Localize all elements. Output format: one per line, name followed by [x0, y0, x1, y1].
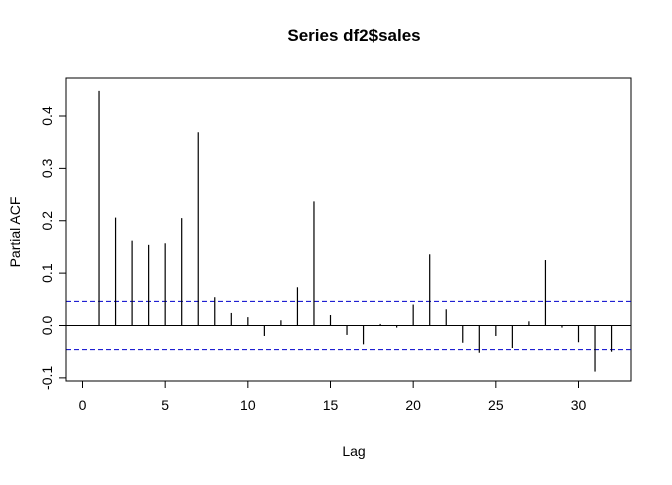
chart-title: Series df2$sales	[287, 26, 420, 45]
x-axis: 0 5 10 15 20 25 30	[79, 380, 587, 413]
y-tick-label: 0.1	[39, 263, 55, 283]
x-tick-label: 0	[79, 397, 87, 413]
y-tick-label: 0.0	[39, 316, 55, 336]
y-tick-label: 0.2	[39, 211, 55, 231]
x-tick-label: 20	[405, 397, 421, 413]
x-tick-label: 10	[240, 397, 256, 413]
y-axis-label: Partial ACF	[7, 197, 23, 268]
pacf-spikes	[98, 90, 613, 372]
confidence-bounds	[66, 300, 631, 351]
plot-frame	[65, 77, 632, 382]
y-tick-label: 0.4	[39, 106, 55, 126]
y-tick-label: -0.1	[39, 366, 55, 390]
x-tick-label: 30	[571, 397, 587, 413]
x-tick-label: 5	[161, 397, 169, 413]
x-tick-label: 15	[323, 397, 339, 413]
y-axis: -0.1 0.0 0.1 0.2 0.3 0.4	[39, 106, 67, 390]
x-tick-label: 25	[488, 397, 504, 413]
x-axis-label: Lag	[342, 443, 365, 459]
y-tick-label: 0.3	[39, 158, 55, 178]
